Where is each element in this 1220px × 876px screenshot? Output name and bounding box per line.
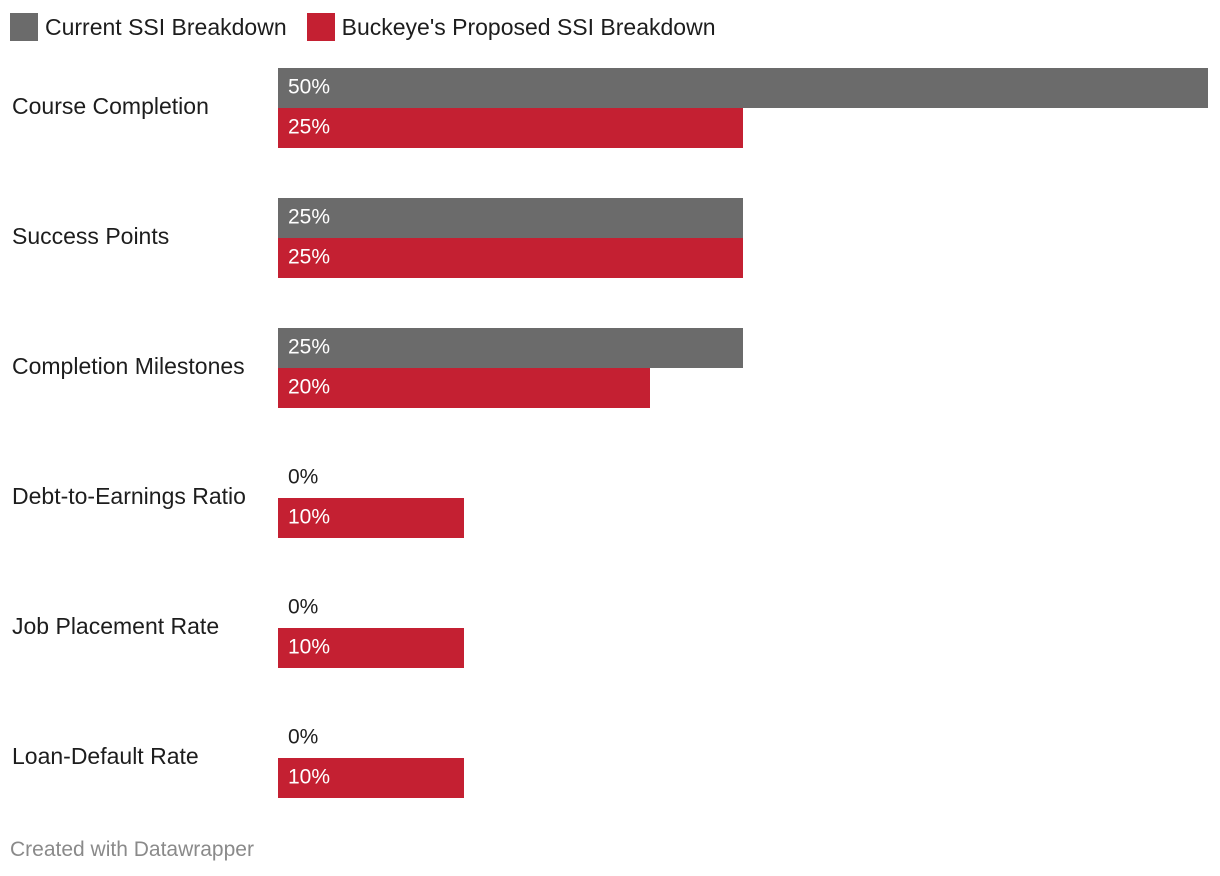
category-label: Course Completion xyxy=(12,93,209,119)
legend-swatch-proposed xyxy=(306,13,335,41)
bar-current xyxy=(278,198,743,238)
value-label-proposed: 10% xyxy=(288,766,330,789)
value-label-proposed: 10% xyxy=(288,506,330,529)
value-label-current: 25% xyxy=(288,336,330,359)
category-label: Debt-to-Earnings Ratio xyxy=(12,483,246,509)
legend-item-current: Current SSI Breakdown xyxy=(10,13,287,41)
legend-label-current: Current SSI Breakdown xyxy=(45,13,287,40)
value-label-current: 0% xyxy=(288,466,318,489)
value-label-proposed: 20% xyxy=(288,376,330,399)
category-label: Job Placement Rate xyxy=(12,613,219,639)
value-label-current: 0% xyxy=(288,596,318,619)
legend-item-proposed: Buckeye's Proposed SSI Breakdown xyxy=(306,13,716,41)
legend-label-proposed: Buckeye's Proposed SSI Breakdown xyxy=(341,13,716,40)
bar-current xyxy=(278,68,1208,108)
value-label-proposed: 10% xyxy=(288,636,330,659)
bar-proposed xyxy=(278,628,464,668)
bar-proposed xyxy=(278,758,464,798)
category-label: Success Points xyxy=(12,223,169,249)
legend-swatch-current xyxy=(10,13,38,41)
bar-proposed xyxy=(278,498,464,538)
value-label-proposed: 25% xyxy=(288,116,330,139)
bar-proposed xyxy=(278,108,743,148)
value-label-current: 50% xyxy=(288,76,330,99)
value-label-current: 0% xyxy=(288,726,318,749)
value-label-current: 25% xyxy=(288,206,330,229)
category-label: Completion Milestones xyxy=(12,353,245,379)
datawrapper-credit: Created with Datawrapper xyxy=(10,838,254,861)
bar-current xyxy=(278,328,743,368)
bar-proposed xyxy=(278,238,743,278)
category-label: Loan-Default Rate xyxy=(12,743,199,769)
value-label-proposed: 25% xyxy=(288,246,330,269)
chart-legend: Current SSI Breakdown Buckeye's Proposed… xyxy=(10,12,736,42)
bar-proposed xyxy=(278,368,650,408)
